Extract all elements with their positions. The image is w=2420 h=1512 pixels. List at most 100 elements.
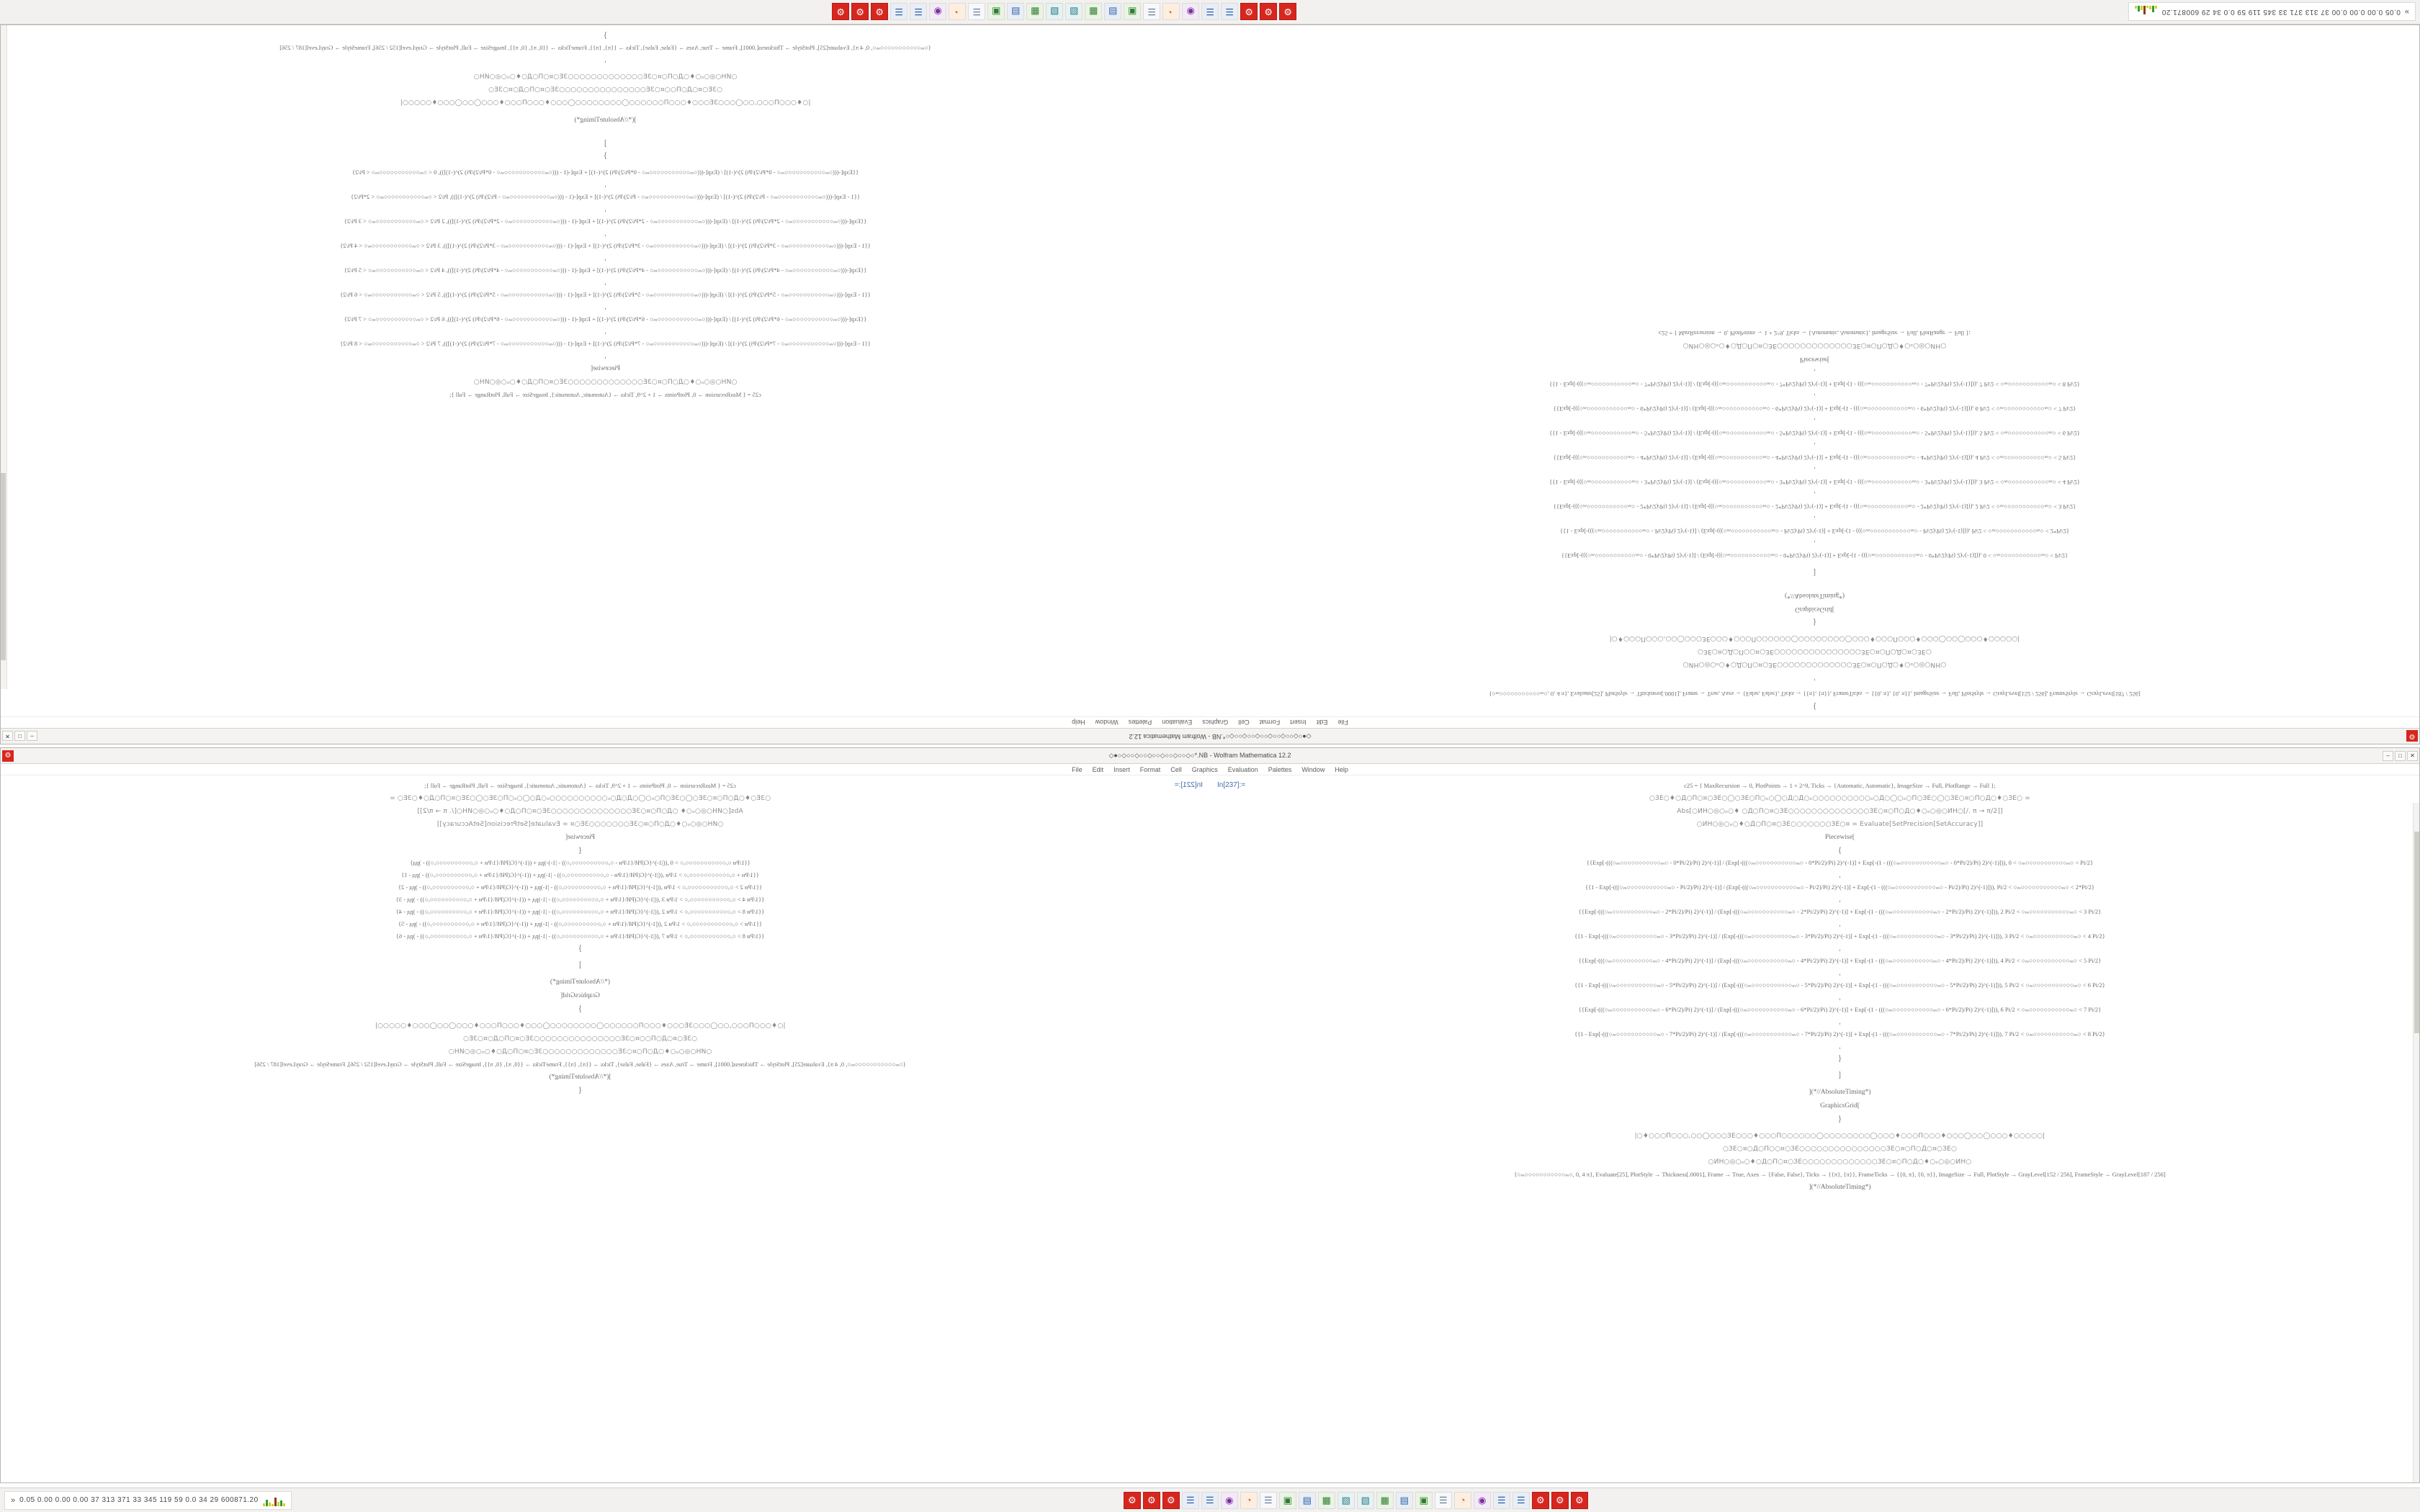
- taskbar-button-image-viewer[interactable]: ▣: [1124, 3, 1142, 21]
- taskbar-button-settings[interactable]: ▧: [1356, 1491, 1374, 1509]
- panel-expand-icon[interactable]: »: [2404, 7, 2409, 17]
- notebook-column-right-top[interactable]: } {○ₘ○○○○○○○○○○○ₘ○, 0, 4 π}, Evaluate[25…: [1, 25, 1210, 716]
- title-bar-top[interactable]: ⚙ ◇●○◇○○◇○○◇○○◇○○◇○○◇○*.NB - Wolfram Mat…: [1, 728, 2419, 744]
- notebook-cell[interactable]: In[221]:= c25 = { MaxRecursion → 0, Plot…: [8, 780, 1203, 1097]
- menu-item-graphics[interactable]: Graphics: [1191, 765, 1218, 773]
- notebook-canvas-top[interactable]: { {○ₘ○○○○○○○○○○○ₘ○, 0, 4 π}, Evaluate[25…: [1, 25, 2419, 716]
- taskbar-button-file-manager[interactable]: ▤: [1007, 3, 1025, 21]
- taskbar-button-terminal[interactable]: ☰: [1492, 1491, 1510, 1509]
- taskbar-button-settings[interactable]: ▧: [1046, 3, 1064, 21]
- taskbar-button-terminal[interactable]: ☰: [1201, 3, 1219, 21]
- taskbar-button-settings[interactable]: ▧: [1337, 1491, 1355, 1509]
- taskbar-button-archive[interactable]: ▦: [1317, 1491, 1335, 1509]
- mathematica-window-bottom[interactable]: ⚙ ◇●○◇○○◇○○◇○○◇○○◇○○◇○*.NB - Wolfram Mat…: [0, 747, 2420, 1483]
- taskbar-button-archive[interactable]: ▦: [1085, 3, 1103, 21]
- notebook-column-left-bottom[interactable]: In[221]:= c25 = { MaxRecursion → 0, Plot…: [1, 775, 1210, 1482]
- title-bar-bottom[interactable]: ⚙ ◇●○◇○○◇○○◇○○◇○○◇○○◇○*.NB - Wolfram Mat…: [1, 748, 2419, 764]
- taskbar-button-mathematica[interactable]: ⚙: [1142, 1491, 1160, 1509]
- menu-item-evaluation[interactable]: Evaluation: [1162, 719, 1193, 726]
- minimize-button[interactable]: –: [27, 731, 37, 742]
- menu-item-cell[interactable]: Cell: [1238, 719, 1250, 726]
- taskbar-button-firefox[interactable]: ◔: [1240, 1491, 1258, 1509]
- taskbar-button-mathematica[interactable]: ⚙: [1279, 3, 1297, 21]
- scrollbar-thumb[interactable]: [2414, 832, 2419, 1033]
- taskbar-button-terminal[interactable]: ☰: [910, 3, 928, 21]
- notebook-column-right-bottom[interactable]: In[237]:= c25 = { MaxRecursion → 0, Plot…: [1210, 775, 2419, 1482]
- taskbar-button-firefox[interactable]: ◔: [1453, 1491, 1471, 1509]
- taskbar-button-mathematica[interactable]: ⚙: [1570, 1491, 1588, 1509]
- notebook-cell[interactable]: { {○ₘ○○○○○○○○○○○ₘ○, 0, 4 π}, Evaluate[25…: [1217, 327, 2412, 712]
- taskbar-button-mathematica[interactable]: ⚙: [871, 3, 889, 21]
- taskbar-button-editor[interactable]: ☰: [1143, 3, 1161, 21]
- menu-item-format[interactable]: Format: [1259, 719, 1281, 726]
- taskbar-button-mathematica[interactable]: ⚙: [1123, 1491, 1141, 1509]
- window-buttons-top[interactable]: – □ ✕: [2, 731, 37, 742]
- taskbar-button-editor[interactable]: ☰: [968, 3, 986, 21]
- taskbar-button-mathematica[interactable]: ⚙: [1531, 1491, 1549, 1509]
- taskbar-button-browser[interactable]: ◉: [1473, 1491, 1491, 1509]
- menu-bar-top[interactable]: File Edit Insert Format Cell Graphics Evaluati…: [1, 716, 2419, 728]
- menu-item-evaluation[interactable]: Evaluation: [1227, 765, 1258, 773]
- taskbar-button-mathematica[interactable]: ⚙: [1260, 3, 1278, 21]
- menu-item-window[interactable]: Window: [1095, 719, 1119, 726]
- taskbar-button-archive[interactable]: ▦: [1376, 1491, 1394, 1509]
- menu-item-help[interactable]: Help: [1335, 765, 1348, 773]
- taskbar-button-firefox[interactable]: ◔: [949, 3, 967, 21]
- panel-expand-icon[interactable]: »: [11, 1495, 16, 1505]
- vertical-scrollbar-top[interactable]: [1, 25, 7, 689]
- menu-item-help[interactable]: Help: [1072, 719, 1085, 726]
- taskbar-button-mathematica[interactable]: ⚙: [832, 3, 850, 21]
- taskbar-button-mathematica[interactable]: ⚙: [851, 3, 869, 21]
- taskbar-button-editor[interactable]: ☰: [1434, 1491, 1452, 1509]
- task-list-bottom[interactable]: ⚙ ⚙ ⚙ ☰ ☰ ◉ ◔ ☰ ▣ ▤ ▦ ▧ ▧ ▦ ▤ ▣ ☰ ◔ ◉ ☰ ☰ ⚙ ⚙ ⚙: [1123, 1491, 1588, 1509]
- taskbar-button-image-viewer[interactable]: ▣: [1278, 1491, 1296, 1509]
- menu-item-file[interactable]: File: [1072, 765, 1083, 773]
- menu-item-cell[interactable]: Cell: [1170, 765, 1182, 773]
- menu-item-palettes[interactable]: Palettes: [1268, 765, 1292, 773]
- taskbar-button-mathematica[interactable]: ⚙: [1551, 1491, 1569, 1509]
- taskbar-button-terminal[interactable]: ☰: [890, 3, 908, 21]
- menu-item-insert[interactable]: Insert: [1113, 765, 1130, 773]
- menu-item-edit[interactable]: Edit: [1092, 765, 1104, 773]
- taskbar-button-browser[interactable]: ◉: [929, 3, 947, 21]
- menu-item-window[interactable]: Window: [1301, 765, 1325, 773]
- taskbar-button-browser[interactable]: ◉: [1220, 1491, 1238, 1509]
- system-monitor-top[interactable]: » 0.05 0.00 0.00 0.00 37 313 371 33 345 …: [2128, 2, 2416, 22]
- taskbar-button-file-manager[interactable]: ▤: [1395, 1491, 1413, 1509]
- maximize-button[interactable]: □: [14, 731, 25, 742]
- taskbar-button-browser[interactable]: ◉: [1182, 3, 1200, 21]
- system-monitor-bottom[interactable]: » 0.05 0.00 0.00 0.00 37 313 371 33 345 …: [4, 1490, 292, 1510]
- taskbar-button-archive[interactable]: ▦: [1026, 3, 1044, 21]
- taskbar-button-image-viewer[interactable]: ▣: [1415, 1491, 1433, 1509]
- task-list-top[interactable]: ⚙ ⚙ ⚙ ☰ ☰ ◉ ◔ ☰ ▣ ▤ ▦ ▧ ▧ ▦ ▤ ▣ ☰ ◔ ◉ ☰ ☰ ⚙ ⚙ ⚙: [832, 3, 1297, 21]
- taskbar-button-mathematica[interactable]: ⚙: [1162, 1491, 1180, 1509]
- notebook-cell[interactable]: In[237]:= c25 = { MaxRecursion → 0, Plot…: [1217, 780, 2412, 1194]
- minimize-button[interactable]: –: [2383, 750, 2393, 761]
- taskbar-button-firefox[interactable]: ◔: [1162, 3, 1180, 21]
- taskbar-button-terminal[interactable]: ☰: [1512, 1491, 1530, 1509]
- menu-bar-bottom[interactable]: File Edit Insert Format Cell Graphics Evaluati…: [1, 764, 2419, 775]
- close-button[interactable]: ✕: [2, 731, 13, 742]
- taskbar-button-terminal[interactable]: ☰: [1221, 3, 1239, 21]
- window-buttons-bottom[interactable]: – □ ✕: [2383, 750, 2418, 761]
- taskbar-button-terminal[interactable]: ☰: [1201, 1491, 1219, 1509]
- menu-item-insert[interactable]: Insert: [1290, 719, 1307, 726]
- notebook-canvas-bottom[interactable]: In[221]:= c25 = { MaxRecursion → 0, Plot…: [1, 775, 2419, 1482]
- taskbar-button-terminal[interactable]: ☰: [1181, 1491, 1199, 1509]
- taskbar-button-mathematica[interactable]: ⚙: [1240, 3, 1258, 21]
- vertical-scrollbar-bottom[interactable]: [2413, 803, 2419, 1482]
- menu-item-edit[interactable]: Edit: [1316, 719, 1328, 726]
- close-button[interactable]: ✕: [2407, 750, 2418, 761]
- taskbar-button-image-viewer[interactable]: ▣: [987, 3, 1005, 21]
- taskbar-button-file-manager[interactable]: ▤: [1104, 3, 1122, 21]
- maximize-button[interactable]: □: [2395, 750, 2406, 761]
- notebook-cell[interactable]: } {○ₘ○○○○○○○○○○○ₘ○, 0, 4 π}, Evaluate[25…: [8, 30, 1203, 401]
- taskbar-button-file-manager[interactable]: ▤: [1298, 1491, 1316, 1509]
- notebook-column-left-top[interactable]: { {○ₘ○○○○○○○○○○○ₘ○, 0, 4 π}, Evaluate[25…: [1210, 25, 2419, 716]
- menu-item-format[interactable]: Format: [1139, 765, 1161, 773]
- menu-item-file[interactable]: File: [1337, 719, 1348, 726]
- taskbar-button-editor[interactable]: ☰: [1259, 1491, 1277, 1509]
- mathematica-window-top[interactable]: ⚙ ◇●○◇○○◇○○◇○○◇○○◇○○◇○*.NB - Wolfram Mat…: [0, 24, 2420, 744]
- taskbar-button-settings[interactable]: ▧: [1065, 3, 1083, 21]
- scrollbar-thumb[interactable]: [1, 473, 6, 660]
